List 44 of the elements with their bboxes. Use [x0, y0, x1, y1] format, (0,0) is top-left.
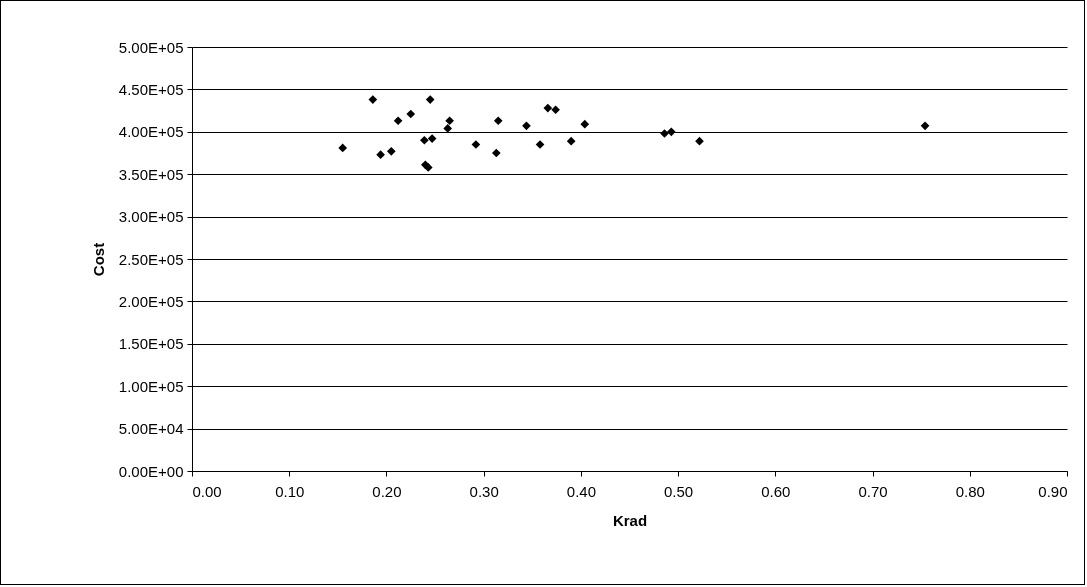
point	[551, 105, 560, 115]
point	[427, 134, 437, 143]
x-tick-label: 0.80	[955, 482, 985, 500]
x-tick-label: 0.10	[275, 482, 305, 500]
point	[376, 150, 385, 160]
point	[425, 95, 435, 104]
y-tick-label: 1.50E+05	[118, 335, 184, 353]
point	[491, 148, 501, 158]
x-tick-label: 0.20	[372, 482, 402, 500]
y-axis-title: Cost	[89, 242, 107, 277]
x-tick-label: 0.90	[1038, 482, 1068, 500]
point	[666, 127, 676, 137]
y-tick-label: 1.00E+05	[118, 377, 184, 395]
y-tick-label: 2.00E+05	[118, 292, 184, 310]
x-axis-title: Krad	[612, 511, 648, 529]
point	[493, 116, 503, 126]
y-tick-label: 5.00E+04	[118, 420, 184, 438]
y-tick-label: 0.00E+00	[118, 462, 184, 480]
x-tick-label: 0.30	[469, 482, 499, 500]
point	[443, 124, 453, 133]
point	[445, 116, 454, 126]
point	[368, 95, 378, 104]
y-tick-label: 2.50E+05	[118, 250, 184, 268]
y-tick-label: 4.50E+05	[118, 80, 184, 98]
y-tick-label: 5.00E+05	[118, 38, 184, 56]
y-tick-label: 3.50E+05	[118, 165, 184, 183]
point	[543, 103, 553, 113]
point	[393, 116, 403, 126]
x-tick-label: 0.70	[858, 482, 888, 500]
x-tick-label: 0.50	[664, 482, 694, 500]
x-tick-label: 0.00	[192, 482, 222, 500]
point	[660, 129, 669, 138]
point	[338, 143, 348, 153]
x-tick-label: 0.60	[761, 482, 791, 500]
point	[920, 121, 930, 131]
y-tick-label: 4.00E+05	[118, 123, 184, 141]
y-tick-label: 3.00E+05	[118, 208, 184, 226]
point	[566, 136, 576, 146]
point	[420, 135, 429, 145]
point	[580, 119, 590, 129]
point	[522, 121, 531, 131]
point	[406, 109, 416, 119]
point	[386, 146, 396, 156]
x-tick-label: 0.40	[566, 482, 596, 500]
